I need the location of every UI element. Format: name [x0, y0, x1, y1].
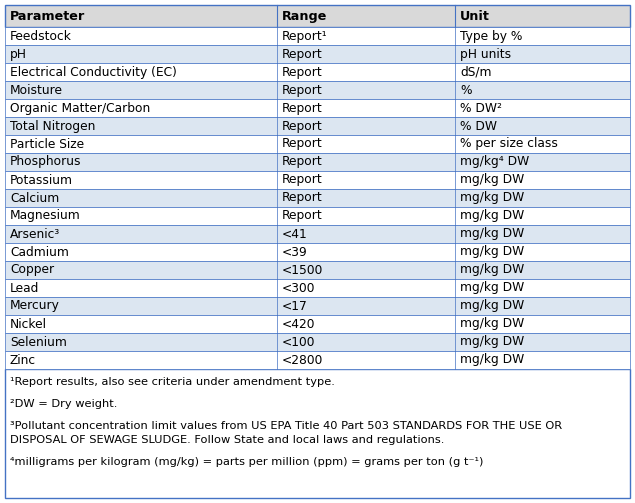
Text: <41: <41	[282, 227, 307, 240]
Text: <100: <100	[282, 336, 316, 349]
Bar	[5, 117, 630, 135]
Text: mg/kg DW: mg/kg DW	[460, 299, 525, 312]
Text: pH: pH	[10, 47, 27, 60]
Text: Report: Report	[282, 120, 323, 132]
Text: % per size class: % per size class	[460, 137, 558, 150]
Text: ³Pollutant concentration limit values from US EPA Title 40 Part 503 STANDARDS FO: ³Pollutant concentration limit values fr…	[10, 421, 562, 431]
Text: <300: <300	[282, 282, 316, 294]
Bar	[5, 63, 630, 81]
Text: Report: Report	[282, 65, 323, 78]
Text: mg/kg DW: mg/kg DW	[460, 192, 525, 205]
Text: ¹Report results, also see criteria under amendment type.: ¹Report results, also see criteria under…	[10, 377, 335, 387]
Bar	[5, 243, 630, 261]
Bar	[5, 27, 630, 45]
Text: Report¹: Report¹	[282, 30, 328, 42]
Text: Calcium: Calcium	[10, 192, 59, 205]
Text: Mercury: Mercury	[10, 299, 60, 312]
Bar	[5, 5, 630, 27]
Text: Report: Report	[282, 174, 323, 187]
Bar	[5, 333, 630, 351]
Text: mg/kg DW: mg/kg DW	[460, 264, 525, 277]
Bar	[5, 297, 630, 315]
Text: mg/kg DW: mg/kg DW	[460, 354, 525, 367]
Bar	[5, 351, 630, 369]
Text: Particle Size: Particle Size	[10, 137, 84, 150]
Text: % DW²: % DW²	[460, 102, 502, 115]
Bar	[5, 45, 630, 63]
Text: Lead: Lead	[10, 282, 39, 294]
Text: Total Nitrogen: Total Nitrogen	[10, 120, 95, 132]
Text: Selenium: Selenium	[10, 336, 67, 349]
Bar	[5, 189, 630, 207]
Text: mg/kg⁴ DW: mg/kg⁴ DW	[460, 155, 529, 169]
Text: Type by %: Type by %	[460, 30, 523, 42]
Bar	[5, 153, 630, 171]
Text: mg/kg DW: mg/kg DW	[460, 282, 525, 294]
Text: Phosphorus: Phosphorus	[10, 155, 81, 169]
Text: Report: Report	[282, 137, 323, 150]
Bar	[5, 279, 630, 297]
Bar	[5, 81, 630, 99]
Text: Range: Range	[282, 10, 327, 23]
Text: Nickel: Nickel	[10, 317, 47, 330]
Text: Report: Report	[282, 210, 323, 222]
Bar	[5, 135, 630, 153]
Text: Unit: Unit	[460, 10, 490, 23]
Text: %: %	[460, 83, 472, 97]
Text: mg/kg DW: mg/kg DW	[460, 317, 525, 330]
Text: Zinc: Zinc	[10, 354, 36, 367]
Text: dS/m: dS/m	[460, 65, 491, 78]
Text: mg/kg DW: mg/kg DW	[460, 227, 525, 240]
Text: Potassium: Potassium	[10, 174, 73, 187]
Bar	[5, 225, 630, 243]
Text: pH units: pH units	[460, 47, 511, 60]
Text: % DW: % DW	[460, 120, 497, 132]
Text: Parameter: Parameter	[10, 10, 85, 23]
Text: Moisture: Moisture	[10, 83, 63, 97]
Text: Report: Report	[282, 192, 323, 205]
Text: <420: <420	[282, 317, 316, 330]
Text: mg/kg DW: mg/kg DW	[460, 245, 525, 259]
Text: DISPOSAL OF SEWAGE SLUDGE. Follow State and local laws and regulations.: DISPOSAL OF SEWAGE SLUDGE. Follow State …	[10, 435, 444, 445]
Text: mg/kg DW: mg/kg DW	[460, 336, 525, 349]
Text: Report: Report	[282, 83, 323, 97]
Bar	[5, 369, 630, 498]
Text: ²DW = Dry weight.: ²DW = Dry weight.	[10, 399, 117, 409]
Text: Cadmium: Cadmium	[10, 245, 69, 259]
Text: Arsenic³: Arsenic³	[10, 227, 60, 240]
Text: <1500: <1500	[282, 264, 323, 277]
Text: mg/kg DW: mg/kg DW	[460, 174, 525, 187]
Text: Organic Matter/Carbon: Organic Matter/Carbon	[10, 102, 150, 115]
Text: <2800: <2800	[282, 354, 323, 367]
Text: Electrical Conductivity (EC): Electrical Conductivity (EC)	[10, 65, 177, 78]
Text: Magnesium: Magnesium	[10, 210, 81, 222]
Text: Feedstock: Feedstock	[10, 30, 72, 42]
Bar	[5, 171, 630, 189]
Bar	[5, 207, 630, 225]
Bar	[5, 261, 630, 279]
Text: Report: Report	[282, 102, 323, 115]
Text: <39: <39	[282, 245, 307, 259]
Text: <17: <17	[282, 299, 307, 312]
Bar	[5, 315, 630, 333]
Text: mg/kg DW: mg/kg DW	[460, 210, 525, 222]
Bar	[5, 99, 630, 117]
Text: ⁴milligrams per kilogram (mg/kg) = parts per million (ppm) = grams per ton (g t⁻: ⁴milligrams per kilogram (mg/kg) = parts…	[10, 457, 483, 467]
Text: Report: Report	[282, 155, 323, 169]
Text: Copper: Copper	[10, 264, 54, 277]
Text: Report: Report	[282, 47, 323, 60]
